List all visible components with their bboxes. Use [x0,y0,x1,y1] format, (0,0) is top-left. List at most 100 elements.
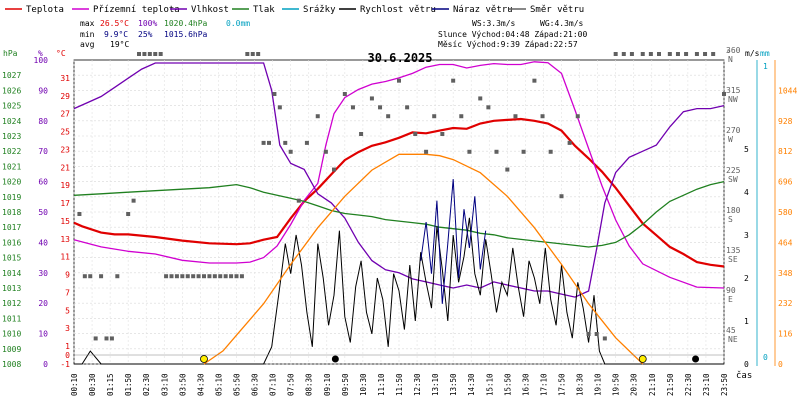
wind-direction-point [413,132,418,136]
direction-tick-name: N [728,55,733,64]
time-tick-label: 09:10 [323,373,332,396]
direction-tick-label: 315 [726,86,741,95]
time-tick-label: 05:50 [233,373,242,396]
celsius-tick-label: 25 [60,128,70,137]
percent-tick-label: 0 [43,360,48,369]
x-axis-label: čas [736,370,752,381]
stats-max-label: max [80,19,95,28]
celsius-tick-label: 13 [60,235,70,244]
wind-direction-point [405,105,410,110]
direction-tick-label: 360 [726,46,741,55]
stats-max-press: 1020.4hPa [164,19,208,28]
rain-axis-label: mm [760,49,770,58]
wind-direction-point [99,274,104,279]
wind-direction-point [432,114,437,119]
chart-title: 30.6.2025 [367,51,432,65]
legend-prizemni: Přízemní teplota [93,5,180,15]
wind-direction-point [212,274,217,279]
wind-direction-point [359,132,364,136]
celsius-tick-label: -1 [60,360,70,369]
wind-direction-point [602,336,607,341]
wind-direction-point [675,52,680,56]
wind-direction-point [567,140,572,145]
celsius-tick-label: 29 [60,92,70,101]
wind-direction-point [513,114,518,119]
wind-direction-point [180,274,185,279]
time-tick-label: 08:30 [305,373,314,396]
wind-direction-point [147,52,152,56]
stats-min-temp: 9.9°C [104,30,128,39]
wind-direction-point [229,274,234,279]
time-tick-label: 10:30 [359,373,368,396]
time-tick-label: 09:50 [341,373,350,396]
wind-direction-point [288,149,293,154]
series-line-rychlost-v-tru [74,217,724,365]
wind-direction-point [684,52,689,56]
wind-direction-point [191,274,196,279]
legend-smer: Směr větru [530,5,584,15]
time-tick-label: 16:30 [521,373,530,396]
stats-sun: Slunce Východ:04:48 Západ:21:00 [438,30,587,39]
wind-direction-point [532,78,537,83]
wind-direction-point [185,274,190,279]
hpa-tick-label: 1010 [2,330,21,339]
celsius-tick-label: 15 [60,217,70,226]
wind-direction-point [494,149,499,154]
wind-direction-point [451,78,456,83]
direction-tick-name: W [728,135,733,144]
moon-marker [692,355,700,363]
time-tick-label: 23:10 [702,373,711,396]
wind-tick-label: 4 [744,188,749,197]
wind-direction-point [369,96,374,101]
wind-direction-point [548,149,553,154]
wind-direction-point [440,132,445,136]
hpa-tick-label: 1008 [2,360,21,369]
wind-direction-point [640,52,645,56]
solar-tick-label: 812 [778,147,793,156]
celsius-tick-label: 11 [60,253,70,262]
percent-axis-label: % [38,49,43,58]
wind-direction-point [323,149,328,154]
percent-tick-label: 40 [38,238,48,247]
series-line-n-raz-v-tru [420,179,487,304]
moon-marker [331,355,339,363]
wind-direction-point [304,140,309,145]
hpa-tick-label: 1025 [2,102,21,111]
percent-tick-label: 20 [38,299,48,308]
legend-teplota: Teplota [26,5,64,15]
celsius-tick-label: 3 [65,324,70,333]
wind-direction-point [703,52,708,56]
celsius-tick-label: 0 [65,351,70,360]
wind-direction-point [621,52,626,56]
wind-direction-point [174,274,179,279]
time-tick-label: 23:50 [720,373,729,396]
time-tick-label: 21:50 [666,373,675,396]
hpa-tick-label: 1012 [2,299,21,308]
time-tick-label: 12:30 [413,373,422,396]
stats-min-label: min [80,30,95,39]
solar-tick-label: 116 [778,330,793,339]
time-tick-label: 15:50 [503,373,512,396]
direction-tick-name: S [728,215,733,224]
time-tick-label: 07:10 [269,373,278,396]
series-layer [73,52,726,365]
wind-direction-point [350,105,355,110]
wind-direction-point [575,114,580,119]
time-tick-label: 15:10 [485,373,494,396]
legend: Teplota Přízemní teplota Vlhkost Tlak Sr… [5,5,584,15]
wind-direction-point [424,149,429,154]
wind-direction-point [386,114,391,119]
wind-direction-point [82,274,87,279]
celsius-tick-label: 31 [60,74,70,83]
axes: 1008100910101011101210131014101510161017… [2,46,797,396]
stats-avg-temp: 19°C [110,40,129,49]
wind-direction-point [272,92,277,96]
celsius-tick-label: 27 [60,110,70,119]
time-tick-label: 21:10 [648,373,657,396]
wind-direction-point [559,194,564,199]
celsius-axis-label: °C [56,49,66,58]
sun-marker [200,355,208,363]
legend-vlhkost: Vlhkost [191,5,229,15]
wind-direction-point [223,274,228,279]
percent-tick-label: 80 [38,117,48,126]
